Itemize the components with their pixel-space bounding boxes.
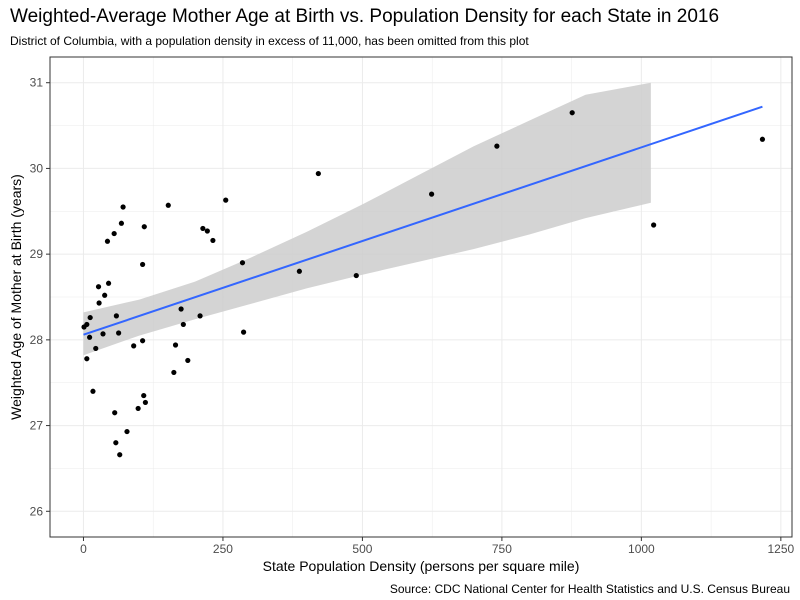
- data-point: [104, 238, 111, 244]
- data-point: [112, 410, 118, 416]
- data-point: [180, 321, 186, 328]
- data-point: [494, 143, 500, 149]
- x-tick-label: 1000: [628, 542, 655, 556]
- data-point: [429, 191, 435, 197]
- data-point: [140, 261, 146, 268]
- y-tick-label: 28: [30, 333, 44, 347]
- data-point: [84, 356, 90, 362]
- data-point: [142, 399, 148, 406]
- data-point: [165, 202, 171, 208]
- fit-line-layer: [83, 105, 763, 336]
- data-point: [117, 452, 123, 458]
- data-point: [178, 306, 184, 312]
- axis-ticks: 0 250 500 750 1000 1250 26 27 28 29 30 31: [30, 76, 795, 556]
- data-point: [296, 268, 302, 274]
- y-tick-label: 30: [30, 161, 44, 175]
- data-point: [118, 220, 125, 226]
- chart-caption: Source: CDC National Center for Health S…: [389, 582, 790, 596]
- x-tick-label: 500: [352, 542, 372, 556]
- data-point: [131, 343, 137, 349]
- data-point: [90, 388, 96, 394]
- chart-subtitle: District of Columbia, with a population …: [10, 34, 529, 48]
- data-point: [223, 197, 229, 203]
- data-point: [100, 331, 106, 337]
- data-point: [120, 204, 126, 210]
- data-point: [171, 369, 177, 376]
- fit-line: [83, 105, 763, 336]
- data-point: [197, 313, 203, 319]
- y-tick-label: 27: [30, 419, 44, 433]
- data-point: [141, 392, 147, 399]
- data-point: [569, 110, 575, 116]
- data-point: [124, 428, 130, 435]
- y-tick-label: 26: [30, 504, 44, 518]
- data-point: [116, 330, 122, 336]
- x-tick-label: 0: [80, 542, 87, 556]
- data-point: [111, 230, 117, 237]
- data-point: [759, 136, 766, 142]
- data-points: [81, 110, 766, 458]
- data-point: [210, 237, 216, 244]
- data-point: [172, 342, 179, 348]
- data-point: [135, 405, 141, 412]
- data-point: [93, 345, 99, 352]
- y-tick-label: 31: [30, 76, 44, 90]
- data-point: [204, 228, 210, 234]
- x-tick-label: 750: [492, 542, 512, 556]
- data-point: [185, 357, 191, 364]
- data-point: [84, 321, 90, 328]
- data-point: [240, 329, 247, 335]
- x-tick-label: 250: [213, 542, 233, 556]
- data-point: [140, 338, 146, 344]
- x-axis-title: State Population Density (persons per sq…: [263, 558, 580, 574]
- data-point: [105, 280, 112, 286]
- data-point: [651, 222, 657, 228]
- panel-border: [49, 56, 793, 538]
- data-point: [87, 334, 93, 340]
- data-point: [96, 300, 102, 306]
- y-axis-title: Weighted Age of Mother at Birth (years): [8, 174, 24, 420]
- data-point: [353, 272, 359, 279]
- chart-title: Weighted-Average Mother Age at Birth vs.…: [10, 6, 720, 27]
- data-point: [239, 260, 246, 266]
- x-tick-label: 1250: [767, 542, 794, 556]
- data-point: [95, 284, 102, 290]
- data-point: [113, 440, 119, 446]
- data-point: [315, 170, 321, 177]
- y-tick-label: 29: [30, 247, 44, 261]
- data-point: [141, 224, 147, 230]
- data-point: [102, 292, 108, 298]
- data-point: [87, 314, 93, 321]
- data-point: [200, 225, 206, 232]
- data-point: [113, 313, 119, 319]
